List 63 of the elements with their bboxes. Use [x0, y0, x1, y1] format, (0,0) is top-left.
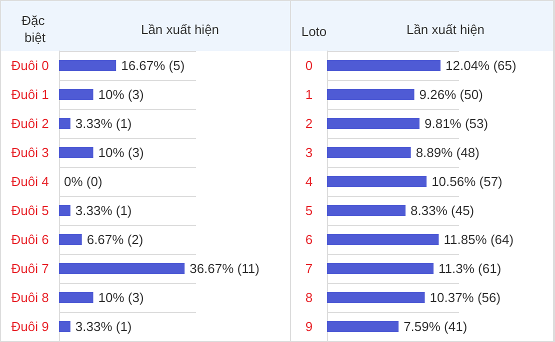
- data-label: 0% (0): [64, 174, 102, 189]
- bar: [326, 147, 411, 158]
- y-tick-label: 2: [305, 116, 313, 131]
- data-label: 10% (3): [98, 87, 144, 102]
- bar: [59, 60, 116, 71]
- data-label: 8.89% (48): [416, 145, 480, 160]
- data-label: 3.33% (1): [75, 319, 132, 334]
- bar: [59, 234, 82, 245]
- data-label: 10.56% (57): [432, 174, 502, 189]
- y-tick-label: Đuôi 7: [11, 261, 49, 276]
- bar: [59, 118, 70, 129]
- bar: [59, 263, 185, 274]
- bar: [59, 147, 94, 158]
- y-tick-label: 3: [305, 145, 313, 160]
- bar: [326, 263, 434, 274]
- bar: [59, 205, 70, 216]
- bar: [326, 292, 425, 303]
- data-label: 3.33% (1): [75, 203, 132, 218]
- bar: [326, 118, 420, 129]
- y-tick-label: 8: [305, 290, 313, 305]
- y-tick-label: Đuôi 3: [11, 145, 49, 160]
- data-label: 7.59% (41): [404, 319, 468, 334]
- data-label: 11.3% (61): [438, 261, 502, 276]
- y-tick-label: Đuôi 6: [11, 232, 49, 247]
- y-tick-label: Đuôi 5: [11, 203, 49, 218]
- y-tick-label: Đuôi 8: [11, 290, 49, 305]
- bar: [326, 234, 439, 245]
- data-label: 3.33% (1): [75, 116, 132, 131]
- data-label: 6.67% (2): [86, 232, 144, 247]
- data-label: 8.33% (45): [410, 203, 474, 218]
- bar: [326, 89, 414, 100]
- y-tick-label: Đuôi 1: [11, 87, 49, 102]
- bar: [59, 321, 70, 332]
- data-label: 9.81% (53): [424, 116, 488, 131]
- bar: [59, 292, 94, 303]
- data-label: 16.67% (5): [121, 58, 185, 73]
- bar: [326, 205, 406, 216]
- y-tick-label: Đuôi 4: [11, 174, 49, 189]
- y-tick-label: 0: [305, 58, 313, 73]
- y-tick-label: Đuôi 0: [11, 58, 49, 73]
- y-tick-label: 5: [305, 203, 313, 218]
- data-label: 12.04% (65): [445, 58, 516, 73]
- bar: [326, 176, 427, 187]
- y-tick-label: 9: [305, 319, 313, 334]
- y-tick-label: Đuôi 2: [11, 116, 49, 131]
- y-tick-label: 1: [305, 87, 313, 102]
- chart-title: Lần xuất hiện: [140, 22, 220, 37]
- data-label: 36.67% (11): [190, 261, 260, 276]
- y-axis-title: Đặc biệt: [22, 13, 48, 45]
- data-label: 10.37% (56): [430, 290, 501, 305]
- chart-title: Lần xuất hiện: [406, 22, 484, 37]
- bar: [59, 89, 94, 100]
- data-label: 10% (3): [98, 145, 144, 160]
- y-tick-label: Đuôi 9: [11, 319, 49, 334]
- bar: [326, 60, 440, 71]
- y-tick-label: 7: [305, 261, 313, 276]
- data-label: 10% (3): [98, 290, 144, 305]
- data-label: 9.26% (50): [419, 87, 483, 102]
- y-axis-title: Loto: [301, 24, 327, 39]
- y-tick-label: 4: [305, 174, 313, 189]
- data-label: 11.85% (64): [444, 232, 514, 247]
- y-tick-label: 6: [305, 232, 313, 247]
- bar: [326, 321, 399, 332]
